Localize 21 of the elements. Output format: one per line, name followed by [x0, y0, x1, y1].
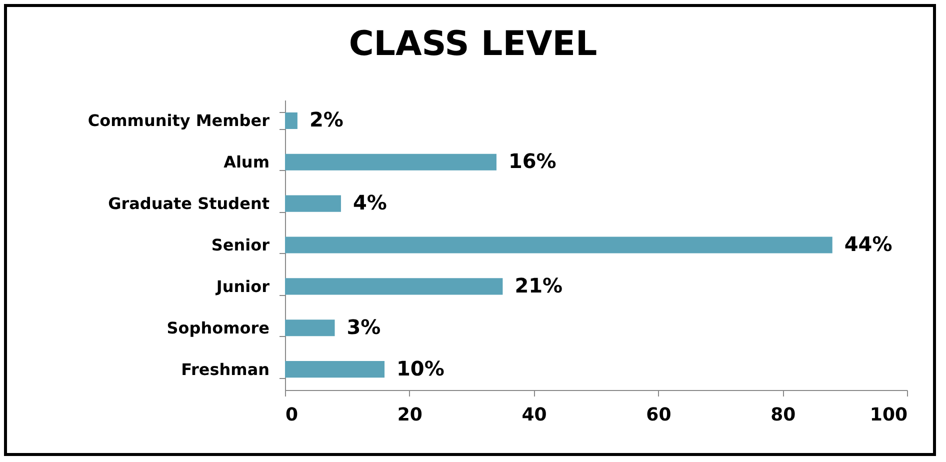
y-tick-label: Community Member: [88, 111, 270, 130]
annotation: 16%: [508, 149, 556, 174]
annotation: 44%: [844, 232, 892, 256]
y-tick-label: Freshman: [181, 360, 270, 379]
x-tick-label: 60: [646, 404, 672, 426]
y-tick-label: Alum: [224, 152, 270, 172]
chart-title: CLASS LEVEL: [348, 24, 598, 64]
annotation: 3%: [346, 314, 381, 339]
y-tick-label: Junior: [215, 276, 270, 296]
annotation: 10%: [396, 356, 444, 380]
y-tick-label: Sophomore: [166, 318, 270, 338]
annotation: 21%: [514, 273, 563, 298]
annotation: 4%: [352, 190, 387, 215]
x-tick-label: 80: [770, 404, 796, 426]
y-tick-label: Senior: [211, 236, 270, 254]
x-tick-label: 100: [870, 404, 908, 426]
x-tick-label: 40: [522, 404, 547, 426]
x-tick-label: 0: [286, 404, 298, 426]
annotation: 2%: [309, 108, 344, 132]
y-tick-label: Graduate Student: [108, 194, 270, 214]
x-tick-label: 20: [397, 404, 422, 426]
